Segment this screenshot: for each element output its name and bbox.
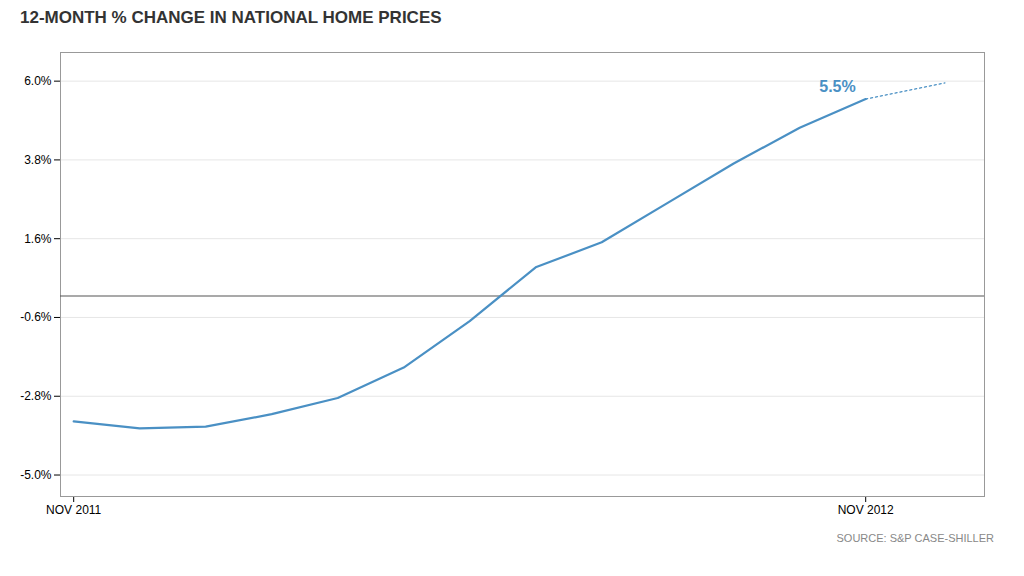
svg-text:-5.0%: -5.0% <box>20 468 52 482</box>
svg-text:NOV 2012: NOV 2012 <box>838 503 894 517</box>
svg-text:-2.8%: -2.8% <box>20 389 52 403</box>
svg-text:-0.6%: -0.6% <box>20 310 52 324</box>
svg-text:5.5%: 5.5% <box>819 78 855 95</box>
svg-text:6.0%: 6.0% <box>24 74 52 88</box>
svg-text:3.8%: 3.8% <box>24 153 52 167</box>
html-text:12-MONTH % CHANGE IN NATIONAL: 12-MONTH % CHANGE IN NATIONAL HOME PRICE… <box>20 8 442 27</box>
html-text:SOURCE: S&P CASE-SHILLER: SOURCE: S&P CASE-SHILLER <box>836 532 994 544</box>
svg-text:NOV 2011: NOV 2011 <box>46 503 101 517</box>
svg-text:1.6%: 1.6% <box>24 232 52 246</box>
